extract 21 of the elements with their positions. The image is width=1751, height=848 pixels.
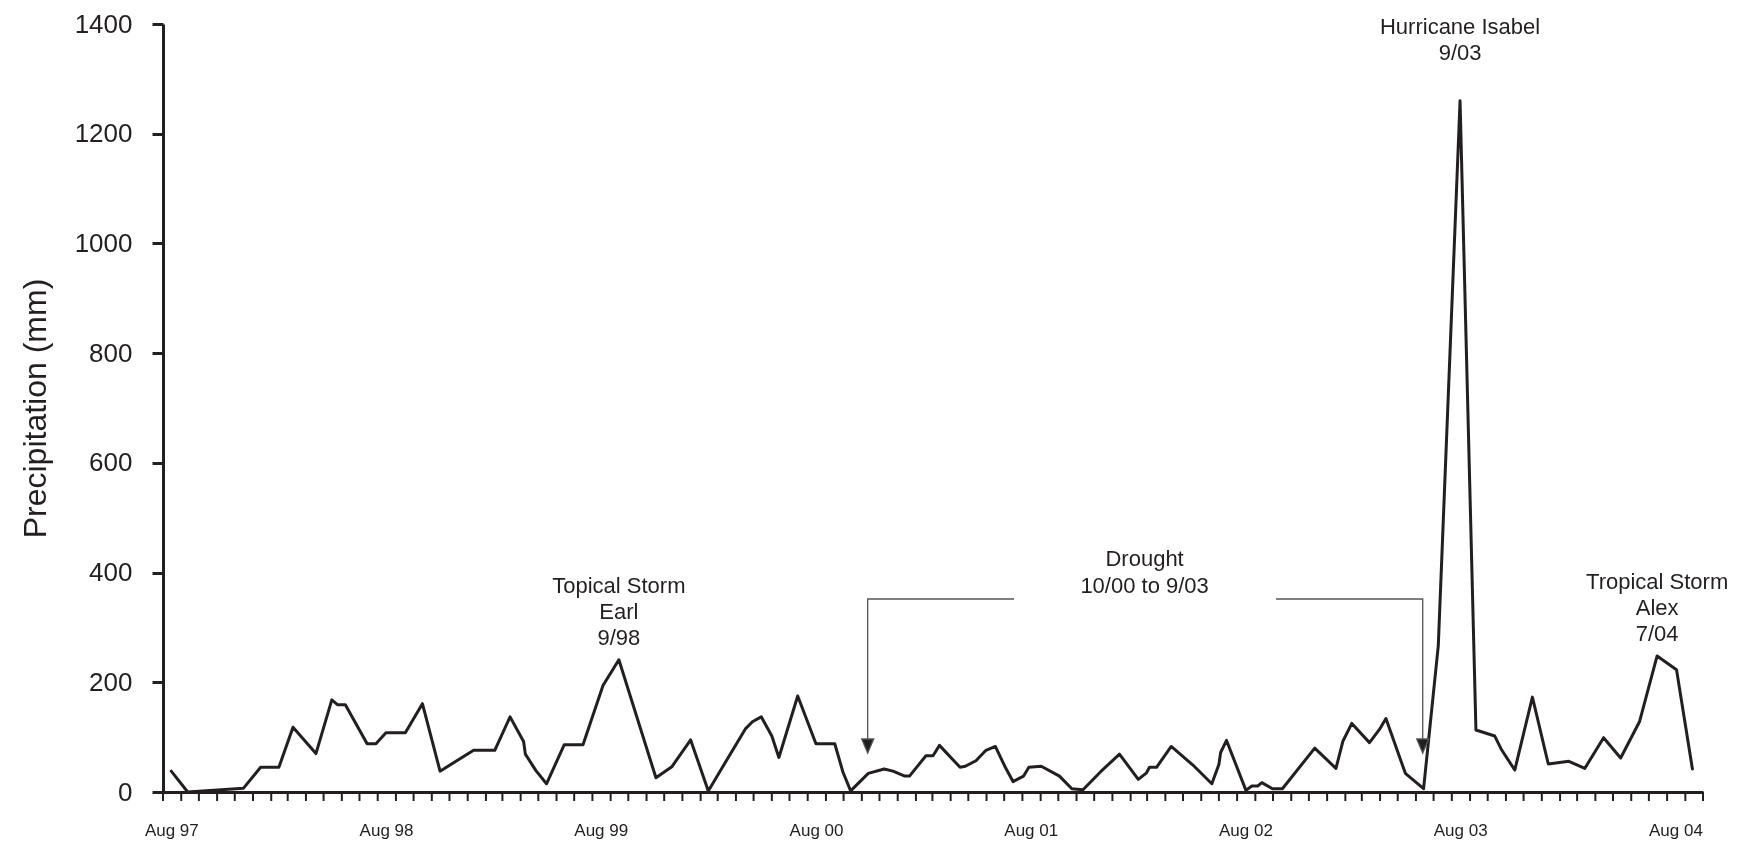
- x-tick-label: Aug 03: [1433, 821, 1488, 840]
- y-tick-label: 1000: [74, 227, 133, 258]
- y-tick-label: 200: [89, 666, 133, 697]
- x-tick-label: Aug 01: [1004, 821, 1059, 840]
- x-tick-label: Aug 98: [359, 821, 414, 840]
- annotation: Drought 10/00 to 9/03: [1080, 546, 1209, 598]
- x-tick-label: Aug 02: [1219, 821, 1273, 840]
- y-tick-label: 600: [89, 447, 133, 478]
- y-axis-title: Precipitation (mm): [16, 278, 53, 539]
- annotation: Tropical Storm Alex 7/04: [1586, 568, 1729, 646]
- y-tick-label: 800: [89, 337, 133, 368]
- x-tick-label: Aug 99: [574, 821, 629, 840]
- x-tick-label: Aug 97: [144, 821, 199, 840]
- y-tick-label: 400: [89, 557, 133, 588]
- x-tick-label: Aug 04: [1649, 821, 1703, 840]
- y-tick-label: 1200: [74, 118, 133, 149]
- annotation: Topical Storm Earl 9/98: [552, 572, 686, 650]
- y-tick-label: 1400: [74, 8, 133, 39]
- y-tick-label: 0: [118, 776, 133, 807]
- annotation: Hurricane Isabel 9/03: [1379, 13, 1541, 65]
- x-tick-label: Aug 00: [789, 821, 844, 840]
